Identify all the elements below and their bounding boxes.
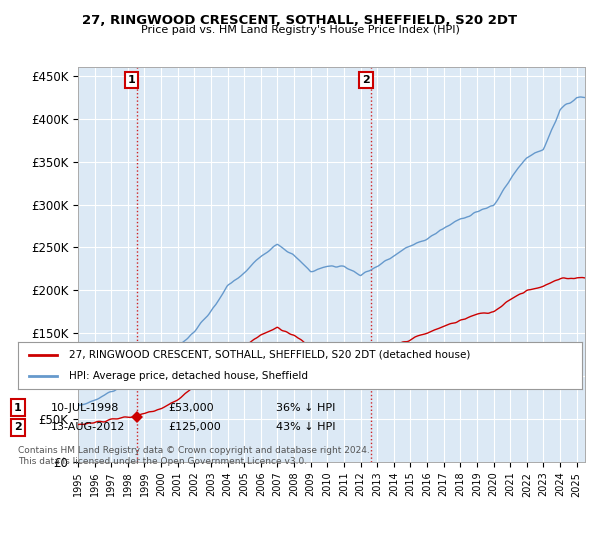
Text: 1: 1 bbox=[14, 403, 22, 413]
Text: £53,000: £53,000 bbox=[168, 403, 214, 413]
Text: £125,000: £125,000 bbox=[168, 422, 221, 432]
Text: Contains HM Land Registry data © Crown copyright and database right 2024.: Contains HM Land Registry data © Crown c… bbox=[18, 446, 370, 455]
Text: Price paid vs. HM Land Registry's House Price Index (HPI): Price paid vs. HM Land Registry's House … bbox=[140, 25, 460, 35]
Text: 36% ↓ HPI: 36% ↓ HPI bbox=[276, 403, 335, 413]
Text: 10-JUL-1998: 10-JUL-1998 bbox=[51, 403, 119, 413]
Text: 27, RINGWOOD CRESCENT, SOTHALL, SHEFFIELD, S20 2DT: 27, RINGWOOD CRESCENT, SOTHALL, SHEFFIEL… bbox=[82, 14, 518, 27]
Text: 1: 1 bbox=[128, 75, 136, 85]
Text: 13-AUG-2012: 13-AUG-2012 bbox=[51, 422, 125, 432]
Text: 2: 2 bbox=[362, 75, 370, 85]
Text: HPI: Average price, detached house, Sheffield: HPI: Average price, detached house, Shef… bbox=[69, 371, 308, 381]
Text: 2: 2 bbox=[14, 422, 22, 432]
Text: 27, RINGWOOD CRESCENT, SOTHALL, SHEFFIELD, S20 2DT (detached house): 27, RINGWOOD CRESCENT, SOTHALL, SHEFFIEL… bbox=[69, 350, 470, 360]
Text: 43% ↓ HPI: 43% ↓ HPI bbox=[276, 422, 335, 432]
Text: This data is licensed under the Open Government Licence v3.0.: This data is licensed under the Open Gov… bbox=[18, 458, 307, 466]
